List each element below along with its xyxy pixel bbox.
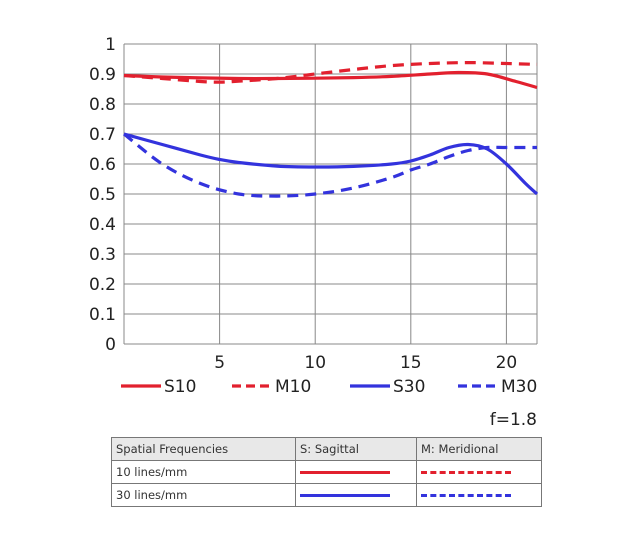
y-tick-label: 0.8 <box>89 95 116 115</box>
y-tick-label: 1 <box>105 35 116 55</box>
legend-item-m30: M30 <box>458 377 537 397</box>
x-tick-label: 5 <box>214 353 225 373</box>
legend-item-s30: S30 <box>350 377 425 397</box>
legend-item-m10: M10 <box>232 377 311 397</box>
series-m30 <box>123 132 537 198</box>
row-label: 10 lines/mm <box>111 460 296 484</box>
legend-label: M10 <box>275 377 311 397</box>
y-tick-label: 0.1 <box>89 305 116 325</box>
meridional-swatch-10 <box>416 460 542 484</box>
x-tick-label: 15 <box>400 353 422 373</box>
meridional-swatch-30 <box>416 483 542 507</box>
y-tick-label: 0 <box>105 335 116 355</box>
table-header-row: Spatial Frequencies S: Sagittal M: Merid… <box>111 437 542 461</box>
legend-item-s10: S10 <box>121 377 196 397</box>
spec-table: Spatial Frequencies S: Sagittal M: Merid… <box>111 437 542 507</box>
y-tick-label: 0.9 <box>89 65 116 85</box>
series-s10 <box>123 70 538 90</box>
x-tick-label: 20 <box>496 353 518 373</box>
legend-label: S30 <box>393 377 425 397</box>
y-tick-label: 0.7 <box>89 125 116 145</box>
y-tick-label: 0.6 <box>89 155 116 175</box>
aperture-label: f=1.8 <box>489 410 537 430</box>
series-lines <box>123 60 539 198</box>
y-axis-ticks: 0 0.1 0.2 0.3 0.4 0.5 0.6 0.7 0.8 0.9 1 <box>89 35 116 355</box>
grid <box>123 43 538 345</box>
table-row: 30 lines/mm <box>111 483 542 507</box>
sagittal-swatch-10 <box>295 460 417 484</box>
y-tick-label: 0.4 <box>89 215 116 235</box>
row-label: 30 lines/mm <box>111 483 296 507</box>
table-row: 10 lines/mm <box>111 460 542 484</box>
x-axis-ticks: 5 10 15 20 <box>214 353 517 373</box>
series-m10 <box>123 60 538 84</box>
mtf-chart: 0 0.1 0.2 0.3 0.4 0.5 0.6 0.7 0.8 0.9 1 5 10 15 20 S1… <box>89 35 539 397</box>
legend: S10 M10 S30 M30 <box>121 377 537 397</box>
legend-label: M30 <box>501 377 537 397</box>
y-tick-label: 0.2 <box>89 275 116 295</box>
x-tick-label: 10 <box>304 353 326 373</box>
header-meridional: M: Meridional <box>416 437 542 461</box>
y-tick-label: 0.3 <box>89 245 116 265</box>
header-sagittal: S: Sagittal <box>295 437 417 461</box>
y-tick-label: 0.5 <box>89 185 116 205</box>
series-s30 <box>123 132 539 196</box>
sagittal-swatch-30 <box>295 483 417 507</box>
header-spatial-frequencies: Spatial Frequencies <box>111 437 296 461</box>
legend-label: S10 <box>164 377 196 397</box>
